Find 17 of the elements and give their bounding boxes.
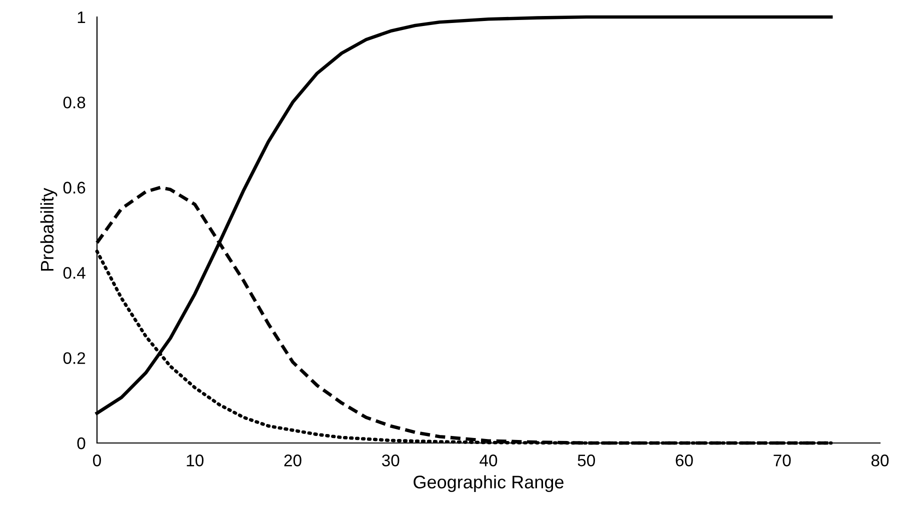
x-tick-label: 50 (578, 454, 595, 466)
x-tick-label: 60 (676, 454, 693, 466)
y-tick-label: 0.8 (63, 96, 86, 108)
x-tick-label: 10 (186, 454, 204, 466)
x-tick-label: 40 (480, 454, 498, 466)
x-tick-label: 0 (93, 454, 101, 466)
y-tick-label: 1 (78, 12, 86, 24)
y-axis-title: Probability (40, 188, 58, 271)
y-tick-label: 0.2 (63, 352, 86, 364)
x-tick-label: 70 (774, 454, 791, 466)
y-tick-label: 0.4 (63, 267, 86, 279)
x-axis-title: Geographic Range (414, 475, 564, 492)
y-tick-label: 0 (77, 437, 86, 450)
y-tick-label: 0.6 (63, 182, 86, 194)
x-tick-label: 80 (871, 454, 889, 466)
x-tick-label: 20 (284, 454, 302, 466)
x-tick-label: 30 (382, 454, 400, 466)
